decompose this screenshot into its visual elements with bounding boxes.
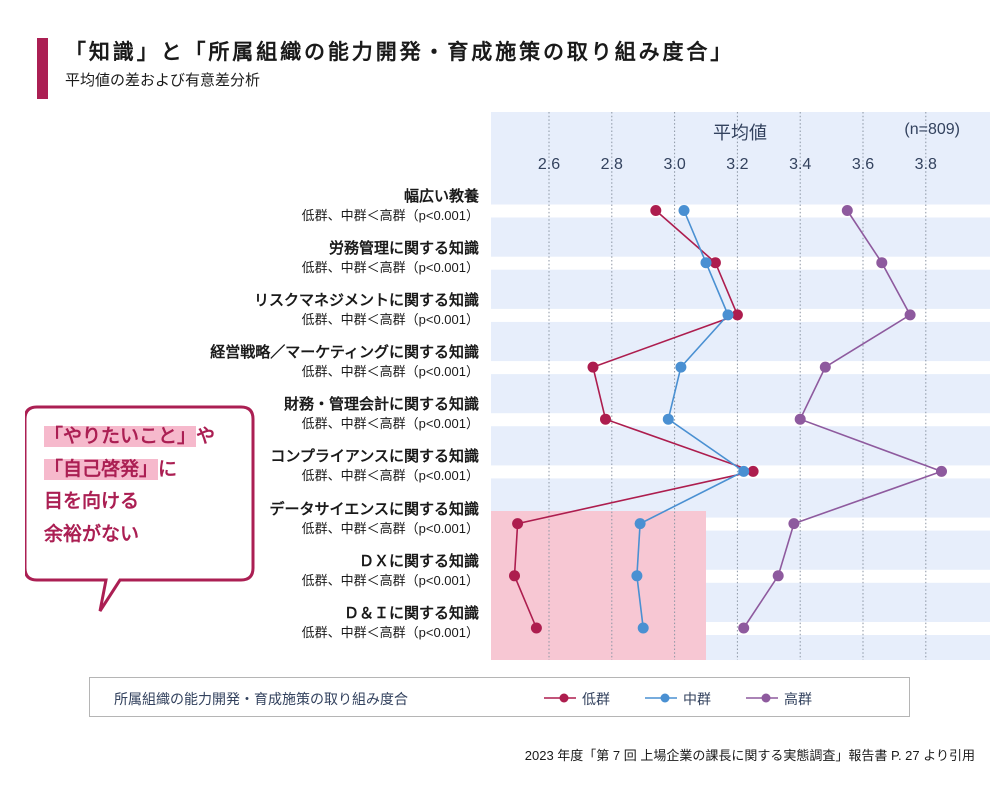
svg-text:3.8: 3.8 [915,156,937,173]
svg-text:2.8: 2.8 [601,156,623,173]
svg-text:3.4: 3.4 [789,156,811,173]
svg-text:3.6: 3.6 [852,156,874,173]
svg-text:2.6: 2.6 [538,156,560,173]
svg-text:3.2: 3.2 [726,156,748,173]
svg-text:3.0: 3.0 [663,156,685,173]
svg-text:平均値: 平均値 [713,123,767,143]
svg-text:(n=809): (n=809) [904,121,960,138]
